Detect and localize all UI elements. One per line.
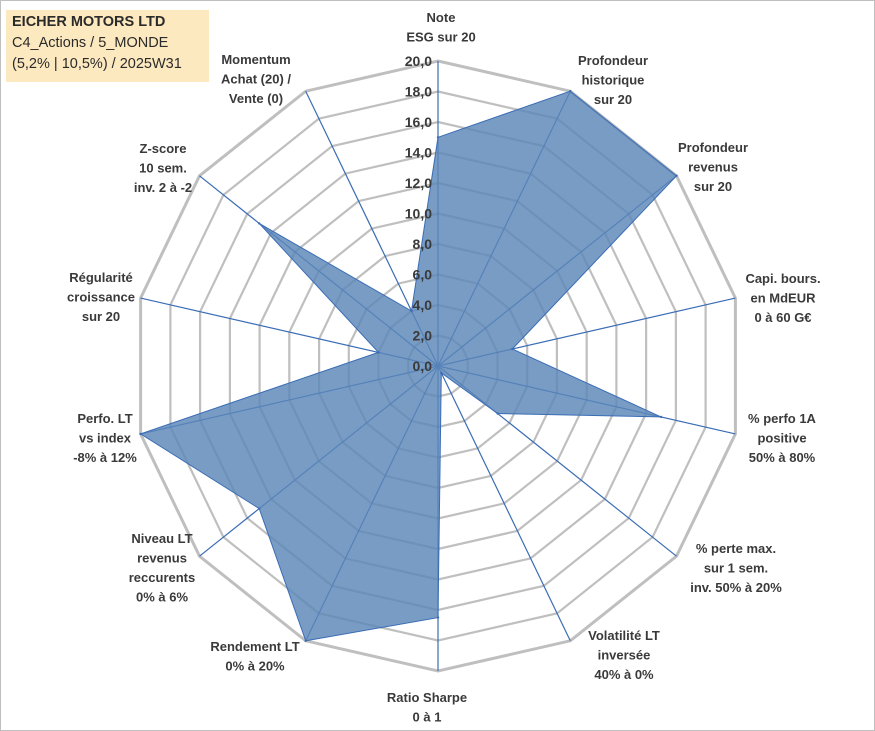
axis-label: Profondeur revenus sur 20 (678, 140, 748, 194)
data-point (675, 174, 678, 177)
tick-label: 12,0 (405, 175, 432, 191)
axis-label-line: 40% à 0% (594, 667, 654, 682)
axis-label-line: % perte max. (696, 541, 776, 556)
tick-label: 6,0 (413, 267, 433, 283)
axis-label-line: 0 à 1 (413, 710, 442, 725)
axis-label-line: % perfo 1A (748, 411, 817, 426)
data-point (258, 222, 261, 225)
axis-label-line: sur 20 (82, 309, 120, 324)
axis-label: % perfo 1A positive 50% à 80% (748, 411, 817, 465)
axis-label-line: Niveau LT (131, 531, 192, 546)
axis-label-line: Z-score (140, 141, 187, 156)
axis-label-line: revenus (688, 160, 738, 175)
axis-label-line: Note (427, 10, 456, 25)
axis-label-line: -8% à 12% (73, 450, 137, 465)
axis-label-line: inv. 50% à 20% (690, 580, 782, 595)
axis-label: Niveau LT revenus reccurents 0% à 6% (129, 531, 195, 605)
data-point (496, 412, 499, 415)
tick-label: 20,0 (405, 53, 432, 69)
axis-label-layer: Note ESG sur 20 Profondeur historique sur 20… (67, 10, 821, 725)
axis-label-line: Vente (0) (229, 91, 283, 106)
tick-label: 0,0 (413, 358, 433, 374)
tick-label: 10,0 (405, 206, 432, 222)
data-point (377, 351, 380, 354)
axis-label-line: 10 sem. (139, 161, 187, 176)
axis-label-line: historique (582, 73, 645, 88)
axis-label-line: positive (757, 431, 806, 446)
axis-label-line: vs index (79, 431, 132, 446)
tick-label: 16,0 (405, 114, 432, 130)
axis-label-line: sur 20 (594, 92, 632, 107)
axis-label: Ratio Sharpe 0 à 1 (387, 690, 467, 725)
axis-label: % perte max. sur 1 sem. inv. 50% à 20% (690, 541, 782, 595)
series-area (139, 90, 678, 642)
axis-label-line: reccurents (129, 570, 195, 585)
axis-label-line: Momentum (221, 52, 290, 67)
data-point (511, 347, 514, 351)
axis-label: Régularité croissance sur 20 (67, 270, 135, 324)
axis-label-line: Profondeur (678, 140, 748, 155)
tick-label: 2,0 (413, 328, 433, 344)
axis-label-line: en MdEUR (751, 291, 817, 306)
axis-label-line: Ratio Sharpe (387, 690, 467, 705)
axis-label-line: sur 1 sem. (704, 561, 768, 576)
tick-label: 8,0 (413, 236, 433, 252)
axis-label: Rendement LT 0% à 20% (210, 639, 299, 674)
category-line: C4_Actions / 5_MONDE (12, 35, 169, 51)
axis-label: Perfo. LT vs index -8% à 12% (73, 411, 137, 465)
axis-label-line: revenus (137, 551, 187, 566)
stats-line: (5,2% | 10,5%) / 2025W31 (12, 56, 182, 72)
data-point (569, 90, 572, 93)
axis-label-line: ESG sur 20 (406, 30, 475, 45)
data-point (436, 616, 440, 619)
axis-label-line: sur 20 (694, 179, 732, 194)
tick-label: 18,0 (405, 84, 432, 100)
axis-label-line: Volatilité LT (588, 628, 660, 643)
axis-label: Profondeur historique sur 20 (578, 53, 648, 107)
data-point (440, 371, 443, 375)
axis-label-line: Profondeur (578, 53, 648, 68)
axis-label-line: inversée (598, 648, 651, 663)
data-point (258, 507, 261, 510)
axis-label-line: 50% à 80% (749, 450, 816, 465)
axis-label-line: Régularité (69, 270, 133, 285)
axis-label: Note ESG sur 20 (406, 10, 475, 45)
axis-label: Capi. bours. en MdEUR 0 à 60 G€ (745, 271, 820, 325)
axis-label-line: Capi. bours. (745, 271, 820, 286)
axis-label-line: inv. 2 à -2 (134, 180, 192, 195)
axis-label-line: croissance (67, 290, 135, 305)
tick-label: 4,0 (413, 297, 433, 313)
axis-label-line: Perfo. LT (77, 411, 132, 426)
data-point (436, 136, 440, 139)
axis-label: Volatilité LT inversée 40% à 0% (588, 628, 660, 682)
axis-label: Z-score 10 sem. inv. 2 à -2 (134, 141, 192, 195)
axis-label-line: Achat (20) / (221, 72, 291, 87)
tick-label: 14,0 (405, 145, 432, 161)
axis-label-line: 0% à 20% (225, 659, 285, 674)
data-point (139, 432, 142, 436)
series-layer (139, 90, 678, 642)
data-point (410, 309, 413, 313)
company-name: EICHER MOTORS LTD (12, 14, 166, 30)
axis-label-line: Rendement LT (210, 639, 299, 654)
title-box: EICHER MOTORS LTD C4_Actions / 5_MONDE (… (6, 10, 209, 82)
data-point (659, 415, 663, 419)
axis-label-line: 0 à 60 G€ (754, 310, 811, 325)
axis-label-line: 0% à 6% (136, 590, 188, 605)
axis-spoke (437, 365, 571, 642)
tick-label-layer: 0,0 2,0 4,0 6,0 8,0 10,0 12,0 14,0 16,0 18,0 20,0 (405, 53, 432, 374)
axis-label: Momentum Achat (20) / Vente (0) (221, 52, 291, 106)
data-point (304, 639, 307, 642)
